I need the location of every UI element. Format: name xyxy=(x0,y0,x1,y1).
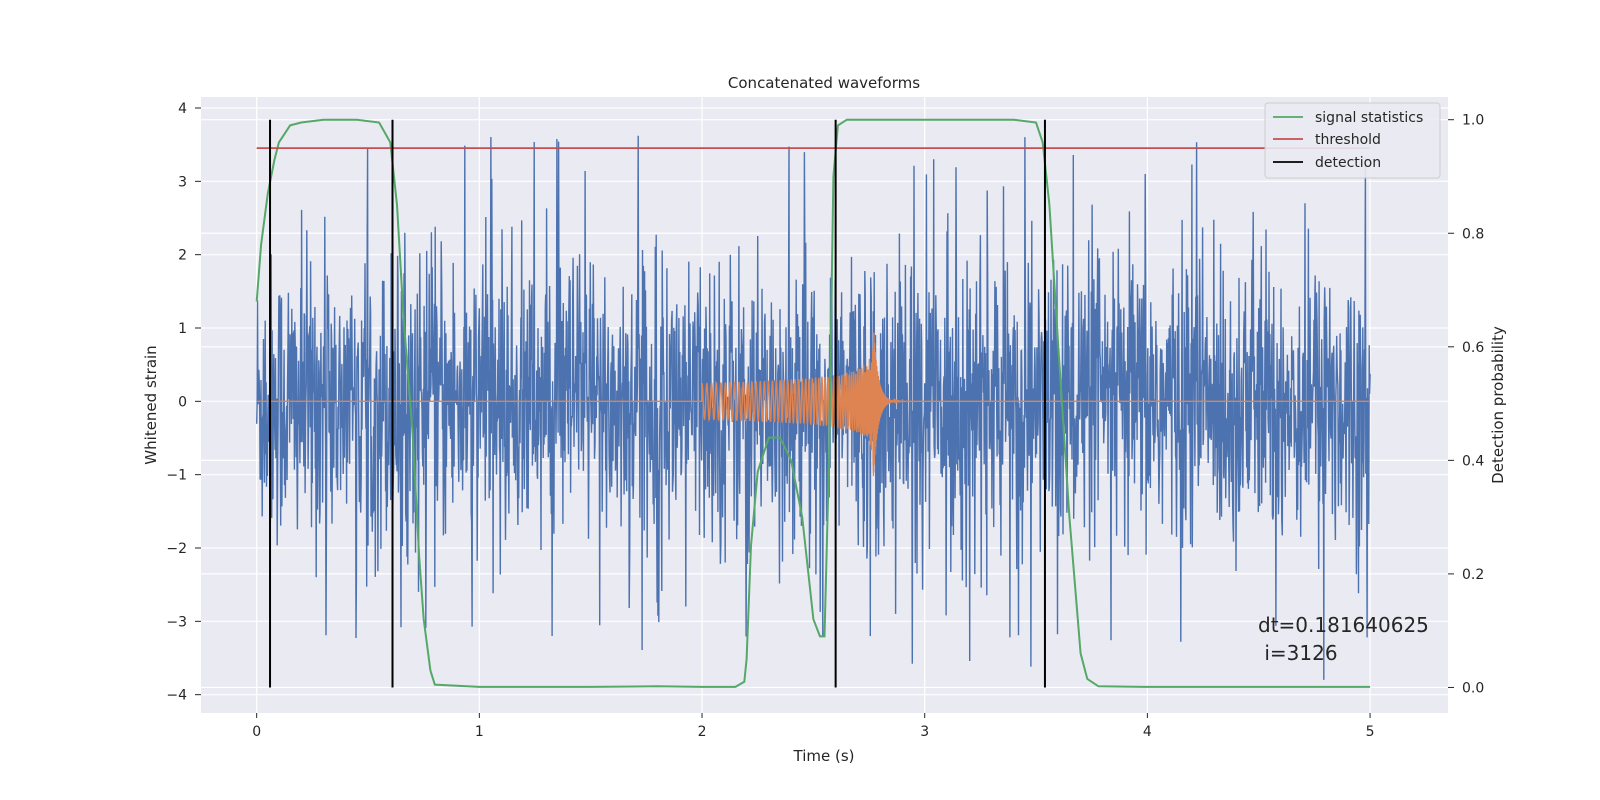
y2-tick-label: 0.2 xyxy=(1462,567,1484,583)
annotation-dt: dt=0.181640625 xyxy=(1258,613,1429,637)
legend-box xyxy=(1264,102,1441,179)
x-axis-label: Time (s) xyxy=(793,747,855,765)
chirp-series xyxy=(256,332,1371,477)
y-tick-label: −2 xyxy=(166,541,187,557)
signal-statistics-line xyxy=(255,118,1371,688)
x-tick-label: 5 xyxy=(1366,724,1375,740)
y2-axis-ticks: 0.0 0.2 0.4 0.6 0.8 1.0 xyxy=(1448,113,1484,696)
y-tick-label: −4 xyxy=(166,688,187,704)
chirp-line xyxy=(256,332,1371,477)
y2-axis-label: Detection probability xyxy=(1489,326,1507,484)
y-tick-label: 3 xyxy=(178,174,187,190)
chart-title: Concatenated waveforms xyxy=(728,74,920,92)
y2-tick-label: 0.8 xyxy=(1462,226,1484,242)
x-tick-label: 1 xyxy=(475,724,484,740)
y-axis-label: Whitened strain xyxy=(142,345,160,464)
y-tick-label: −3 xyxy=(166,614,187,630)
y-axis-ticks: −4 −3 −2 −1 0 1 2 3 4 xyxy=(166,101,201,704)
detection-lines xyxy=(269,119,1046,688)
y2-tick-label: 1.0 xyxy=(1462,113,1484,129)
x-tick-label: 0 xyxy=(252,724,261,740)
legend-label-threshold: threshold xyxy=(1315,132,1381,148)
y-tick-label: 0 xyxy=(178,394,187,410)
y-tick-label: −1 xyxy=(166,468,187,484)
legend: signal statistics threshold detection xyxy=(1264,102,1441,179)
x-tick-label: 4 xyxy=(1143,724,1152,740)
legend-label-signal-statistics: signal statistics xyxy=(1315,110,1423,126)
x-tick-label: 3 xyxy=(920,724,929,740)
y2-tick-label: 0.6 xyxy=(1462,340,1484,356)
noise-line xyxy=(256,135,1371,680)
y2-tick-label: 0.0 xyxy=(1462,680,1484,696)
y-tick-label: 4 xyxy=(178,101,187,117)
y-tick-label: 2 xyxy=(178,248,187,264)
legend-label-detection: detection xyxy=(1315,155,1381,171)
x-tick-label: 2 xyxy=(698,724,707,740)
noise-series xyxy=(256,135,1371,680)
annotation-index: i=3126 xyxy=(1258,641,1338,665)
x-axis-ticks: 0 1 2 3 4 5 xyxy=(252,713,1375,740)
y-tick-label: 1 xyxy=(178,321,187,337)
signal-statistics-series xyxy=(255,118,1371,688)
y2-tick-label: 0.4 xyxy=(1462,453,1484,469)
